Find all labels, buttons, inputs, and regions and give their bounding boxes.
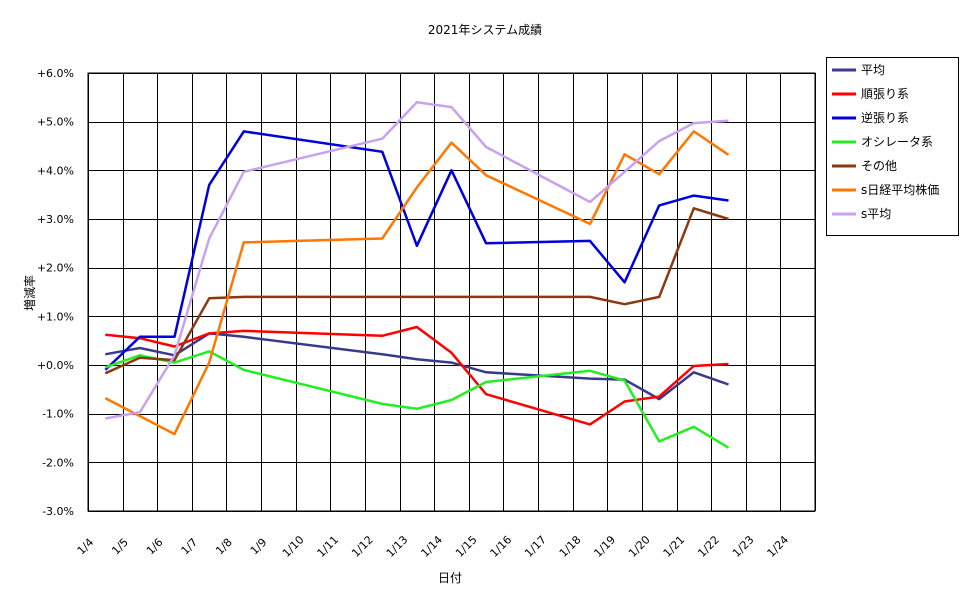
- x-tick-label: 1/24: [765, 533, 792, 560]
- x-tick-label: 1/8: [213, 536, 235, 558]
- series-line: [104, 350, 730, 449]
- legend-label: s日経平均株価: [861, 182, 939, 197]
- y-tick-label: +3.0%: [37, 213, 74, 226]
- legend-label: 順張り系: [861, 87, 909, 101]
- x-tick-label: 1/16: [488, 533, 515, 560]
- legend-label: オシレータ系: [861, 135, 933, 149]
- x-tick-label: 1/13: [384, 533, 411, 560]
- x-tick-label: 1/17: [522, 533, 549, 560]
- series-line: [104, 207, 729, 375]
- legend-label: 逆張り系: [861, 110, 909, 125]
- chart-title: 2021年システム成績: [428, 23, 542, 37]
- y-tick-label: -1.0%: [42, 408, 74, 421]
- x-tick-label: 1/6: [144, 536, 166, 558]
- legend-box: [826, 57, 959, 236]
- x-tick-label: 1/15: [453, 533, 480, 560]
- y-tick-label: +4.0%: [37, 164, 74, 177]
- y-tick-label: +0.0%: [37, 359, 74, 372]
- x-tick-labels: 1/4 1/5 1/6 1/7 1/8 1/9 1/10 1/11 1/12 1/13 1/14 1/…: [75, 533, 792, 560]
- plot-area: [87, 72, 816, 512]
- legend-label: その他: [861, 159, 897, 173]
- y-tick-label: +5.0%: [37, 116, 74, 129]
- y-tick-label: +1.0%: [37, 310, 74, 323]
- legend-label: 平均: [861, 63, 885, 77]
- x-tick-label: 1/4: [75, 536, 97, 558]
- series-line: [105, 100, 729, 420]
- y-tick-label: +2.0%: [37, 262, 74, 275]
- x-tick-label: 1/22: [695, 533, 722, 560]
- legend-label: s平均: [861, 207, 891, 221]
- y-tick-label: -3.0%: [42, 505, 74, 518]
- y-axis-label: 増減率: [22, 275, 37, 311]
- x-tick-label: 1/7: [179, 536, 201, 558]
- y-tick-label: -2.0%: [42, 456, 74, 469]
- y-tick-labels: +6.0% +5.0% +4.0% +3.0% +2.0% +1.0% +0.0% -1.0%…: [37, 67, 74, 518]
- x-tick-label: 1/18: [557, 533, 584, 560]
- x-tick-label: 1/11: [315, 533, 342, 560]
- x-tick-label: 1/12: [349, 533, 376, 560]
- plot-grid: [87, 72, 816, 512]
- series-line: [104, 130, 729, 371]
- x-axis-label: 日付: [438, 571, 462, 585]
- series-line: [104, 130, 730, 436]
- x-tick-label: 1/20: [626, 533, 653, 560]
- x-tick-label: 1/23: [730, 533, 757, 560]
- x-tick-label: 1/19: [591, 533, 618, 560]
- x-tick-label: 1/10: [280, 533, 307, 560]
- x-tick-label: 1/5: [109, 536, 131, 558]
- x-tick-label: 1/9: [248, 536, 270, 558]
- series-line: [105, 325, 729, 426]
- series-lines: [104, 100, 730, 449]
- x-tick-label: 1/21: [661, 533, 688, 560]
- y-tick-label: +6.0%: [37, 67, 74, 80]
- x-tick-label: 1/14: [418, 533, 445, 560]
